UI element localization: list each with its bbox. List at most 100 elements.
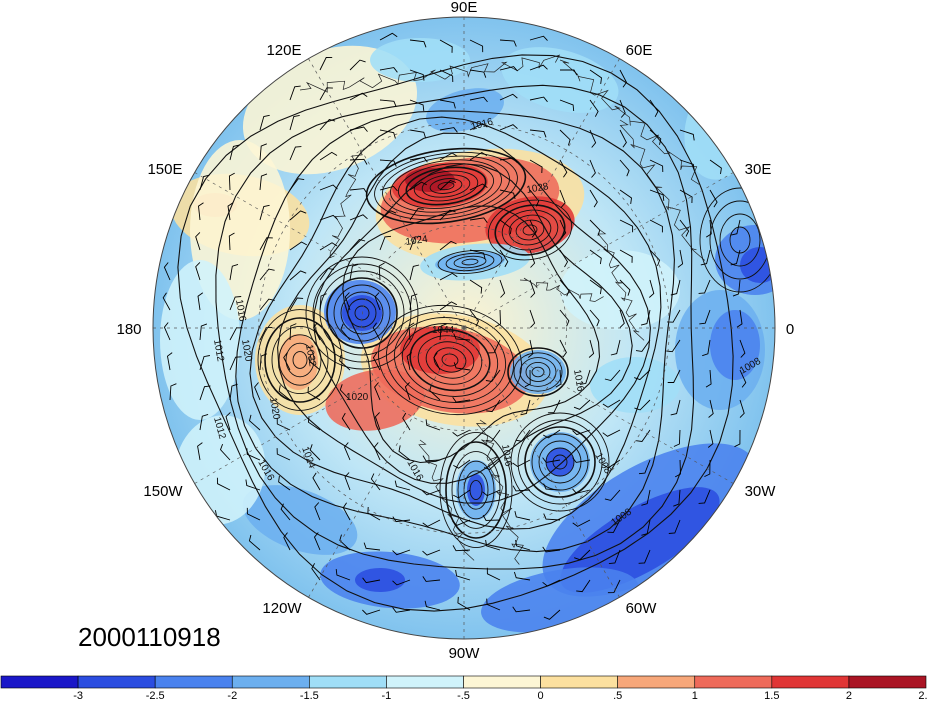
wind-barb [379,210,397,221]
wind-barb [485,539,501,551]
wind-barb [485,369,501,382]
meridian-line [308,327,465,598]
wind-barb [588,339,595,358]
wind-barb [529,309,536,328]
wind-barb [705,219,712,238]
colorbar-tick-label: 2.5 [918,690,928,702]
wind-barb [734,429,741,448]
wind-barb [289,323,297,341]
wind-barb [254,382,261,401]
wind-barb [409,235,422,251]
wind-barb [528,339,534,358]
wind-barb [362,609,381,615]
wind-barb [559,339,567,358]
isobar [494,204,566,256]
wind-barb [229,263,239,281]
wind-barb [197,442,203,461]
isobar [393,317,507,403]
wind-barb [559,189,566,208]
wind-barb [608,549,621,565]
wind-barb [199,413,209,431]
anomaly-region [278,334,318,390]
anomaly-region [242,45,418,175]
isobar [385,310,515,410]
isobar [326,277,398,349]
colorbar-tick-label: 2 [846,690,852,702]
wind-barb [349,59,366,71]
wind-barb [619,279,631,296]
colorbar-tick-label: -2 [227,690,237,702]
wind-barb [515,429,531,442]
wind-barb [246,448,261,461]
wind-barb [409,208,424,221]
wind-barb [398,445,411,461]
lon-label-30e: 30E [745,161,772,178]
wind-barb [730,249,741,266]
wind-barb [602,429,621,437]
wind-barb [486,567,501,581]
wind-barb [289,210,307,221]
wind-barb [499,157,518,164]
wind-barb [649,219,663,233]
wind-barb [559,99,575,112]
contour-label: 1016 [499,444,514,468]
wind-barb [469,69,487,78]
wind-barb [319,184,338,191]
longitude-labels: 90E 60E 30E 0 30W 60W 90W 120W 150W 180 … [116,0,794,662]
wind-barb [379,99,397,107]
isobar [487,199,573,261]
isobar [382,155,510,217]
wind-barb [455,569,471,581]
wind-barb [439,301,458,311]
wind-barb [709,189,718,208]
colorbar-tick-label: 1.5 [764,690,779,702]
wind-barb [452,545,471,552]
wind-barb [392,516,411,523]
isobar [342,205,601,464]
colorbar-swatch [386,675,464,689]
wind-barb [339,354,351,371]
wind-barb [379,235,392,251]
colorbar-tick-label: -2.5 [146,690,165,702]
wind-barb [199,323,208,341]
wind-barb [453,333,471,341]
wind-barb [589,219,601,236]
wind-barb [589,159,596,178]
wind-barb [619,309,625,328]
wind-barb [439,272,458,281]
wind-barb [367,506,381,521]
lon-label-0: 0 [786,321,794,338]
wind-barb [610,339,621,356]
isobar [445,441,507,539]
wind-barb [702,339,711,357]
isobar [397,163,495,209]
wind-barb [640,309,651,326]
wind-barb [499,124,518,131]
wind-barb [259,298,275,311]
wind-barb [514,510,531,521]
isobar [522,224,538,236]
colorbar-swatch [540,675,618,689]
wind-barb [349,214,368,221]
wind-barb [619,219,634,233]
wind-barb [559,309,570,327]
wind-barb [619,189,632,204]
wind-barb [488,339,501,354]
isobar [507,347,569,397]
wind-barb [607,579,621,594]
wind-barb [667,369,681,383]
wind-barb [589,189,598,208]
colorbar-swatch [309,675,387,689]
wind-barb [439,99,456,109]
isobar [319,270,405,356]
coastline [519,277,604,302]
anomaly-region [560,250,680,330]
wind-barb [670,279,681,296]
wind-barb [280,503,291,521]
wind-barb [677,249,684,268]
isobar [453,255,487,269]
anomaly-region [342,295,382,331]
wind-barb [339,534,351,551]
meridian-line [463,327,620,598]
wind-barb [559,129,571,146]
